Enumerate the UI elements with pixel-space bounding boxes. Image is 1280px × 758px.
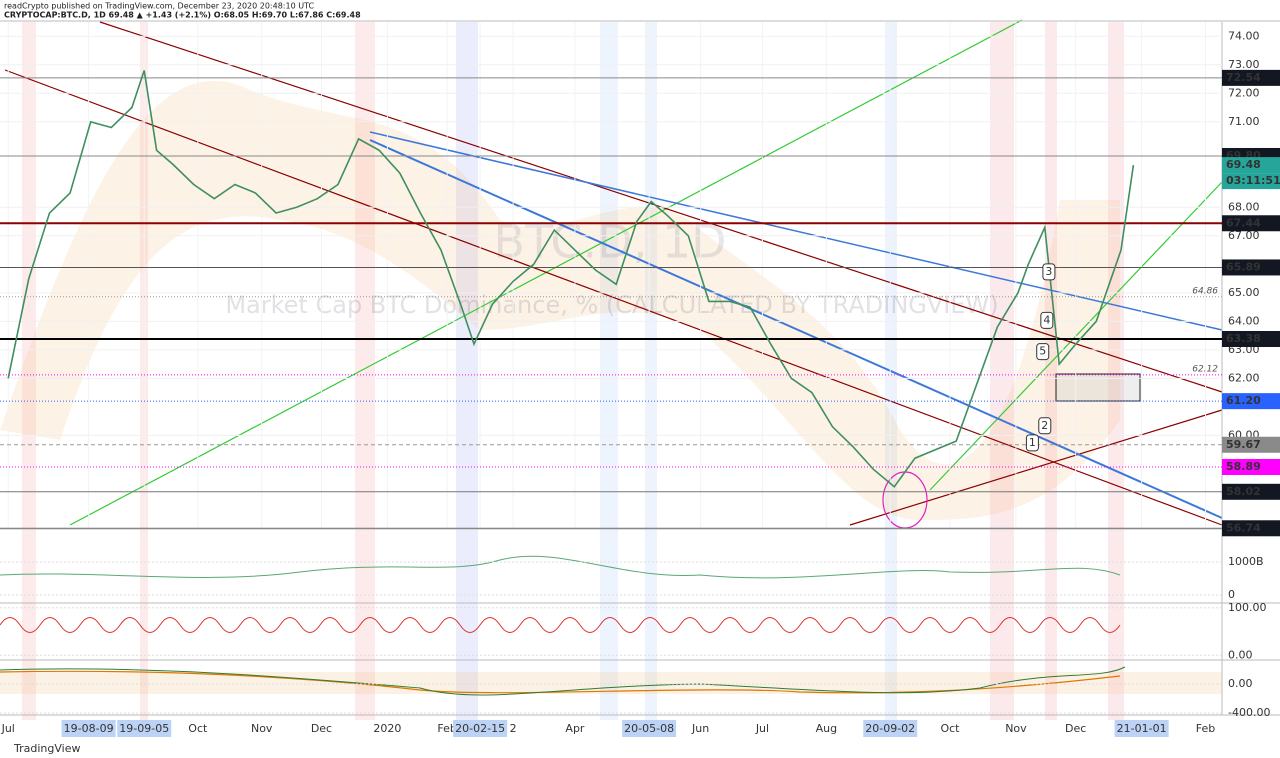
x-tick-label: 21-01-01: [1117, 722, 1167, 735]
x-tick-label: 2: [510, 722, 517, 735]
level-badge: [1222, 330, 1280, 347]
stripes: [22, 22, 1124, 720]
x-tick-label: Aug: [816, 722, 837, 735]
x-tick-highlight: [117, 720, 172, 737]
x-tick-label: 20-02-15: [455, 722, 505, 735]
wave-label-box: [1036, 343, 1050, 361]
panel-tick-label: 0.00: [1228, 677, 1253, 690]
panel-tick-label: -400.00: [1228, 706, 1270, 719]
panel-tick-label: 100.00: [1228, 601, 1267, 614]
panel-decor: [0, 555, 1222, 696]
wave-label-box: [1042, 263, 1056, 281]
countdown: 03:11:51: [1226, 174, 1280, 187]
wave-label: 3: [1045, 265, 1052, 278]
x-tick-label: Nov: [251, 722, 273, 735]
symbol-info: CRYPTOCAP:BTC.D, 1D 69.48 ▲ +1.43 (+2.1%…: [4, 11, 361, 20]
x-tick-label: 2020: [373, 722, 401, 735]
x-tick-label: 19-09-05: [119, 722, 169, 735]
panel-borders: [0, 20, 1280, 716]
x-tick-label: Jun: [691, 722, 709, 735]
y-tick-label: 67.00: [1228, 229, 1260, 242]
wave-label-box: [1025, 434, 1039, 452]
level-badge-label: 56.74: [1226, 521, 1261, 534]
wave-label-box: [1040, 311, 1054, 329]
level-badge-label: 58.89: [1226, 460, 1261, 473]
y-tick-label: 74.00: [1228, 29, 1260, 42]
price-line: [7, 70, 1135, 488]
panel-tick-label: 1000B: [1228, 555, 1264, 568]
x-tick-highlight: [453, 720, 508, 737]
x-tick-label: Jul: [1, 722, 15, 735]
wave-label: 2: [1041, 419, 1048, 432]
minor-level-label: 62.12: [1192, 364, 1218, 374]
x-tick-label: Feb: [437, 722, 456, 735]
level-badge-label: 72.54: [1226, 71, 1261, 84]
wave-label: 4: [1043, 313, 1050, 326]
x-tick-label: 20-09-02: [865, 722, 915, 735]
panel-tick-label: 0: [1228, 588, 1235, 601]
y-tick-label: 64.00: [1228, 314, 1260, 327]
y-tick-label: 65.00: [1228, 286, 1260, 299]
wave-label-box: [1038, 417, 1052, 435]
level-badge: [1222, 436, 1280, 453]
watermark-desc: Market Cap BTC Dominance, % (CALCULATED …: [225, 291, 998, 319]
x-tick-label: Apr: [565, 722, 585, 735]
x-tick-highlight: [622, 720, 677, 737]
minor-level-label: 64.86: [1192, 286, 1218, 296]
x-tick-label: Oct: [940, 722, 960, 735]
wave-label: 1: [1029, 436, 1036, 449]
level-badge: [1222, 69, 1280, 86]
level-badge-label: 69.48: [1226, 158, 1261, 171]
y-tick-label: 73.00: [1228, 58, 1260, 71]
level-badge: [1222, 520, 1280, 537]
y-tick-label: 72.00: [1228, 86, 1260, 99]
publisher: readCrypto published on TradingView.com,…: [4, 2, 314, 11]
level-badge-label: 65.89: [1226, 260, 1261, 273]
x-tick-highlight: [61, 720, 116, 737]
x-tick-label: Feb: [1196, 722, 1215, 735]
x-tick-highlight: [863, 720, 918, 737]
x-tick-label: Nov: [1005, 722, 1027, 735]
level-badge-label: 58.02: [1226, 485, 1261, 498]
y-tick-label: 71.00: [1228, 115, 1260, 128]
level-badge-label: 63.38: [1226, 332, 1261, 345]
x-tick-highlight: [1114, 720, 1169, 737]
x-tick-label: Oct: [188, 722, 208, 735]
x-tick-label: 20-05-08: [624, 722, 674, 735]
panel-tick-label: 0.00: [1228, 648, 1253, 661]
level-badge: [1222, 215, 1280, 232]
x-tick-label: Dec: [1065, 722, 1086, 735]
level-badge: [1222, 157, 1280, 174]
ma-band: [0, 80, 1120, 520]
x-tick-label: Jul: [755, 722, 769, 735]
level-badge: [1222, 393, 1280, 410]
level-badge-label: 59.67: [1226, 438, 1261, 451]
level-badge: [1222, 483, 1280, 500]
footer: TradingView: [13, 742, 80, 755]
y-tick-label: 68.00: [1228, 200, 1260, 213]
level-badge-label: 67.44: [1226, 216, 1261, 229]
x-tick-label: 19-08-09: [64, 722, 114, 735]
x-tick-label: Dec: [311, 722, 332, 735]
y-tick-label: 62.00: [1228, 371, 1260, 384]
countdown-badge: [1222, 173, 1280, 190]
level-badge: [1222, 259, 1280, 276]
wave-label: 5: [1039, 345, 1046, 358]
level-badge-label: 61.20: [1226, 394, 1261, 407]
level-badge: [1222, 458, 1280, 475]
